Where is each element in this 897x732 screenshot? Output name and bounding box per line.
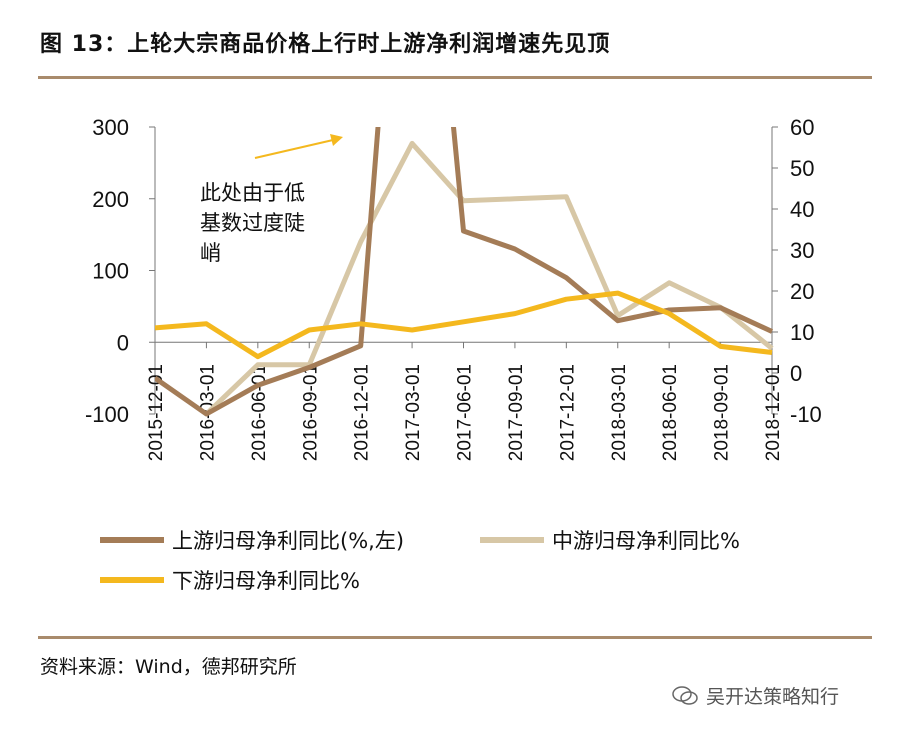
watermark-text: 吴开达策略知行 [706, 686, 840, 708]
line-chart: 3002001000-1006050403020100-102015-12-01… [85, 115, 822, 593]
left-tick-label: 100 [92, 259, 129, 284]
chart-title: 图 13：上轮大宗商品价格上行时上游净利润增速先见顶 [40, 32, 611, 57]
left-tick-label: 0 [117, 330, 129, 355]
legend-label-midstream: 中游归母净利同比% [552, 529, 740, 553]
x-tick-label: 2018-06-01 [660, 364, 681, 461]
legend: 上游归母净利同比(%,左) 中游归母净利同比% 下游归母净利同比% [100, 529, 740, 593]
top-divider [38, 76, 872, 79]
right-tick-label: 30 [790, 238, 814, 263]
wechat-icon [672, 685, 698, 705]
tick-labels: 3002001000-1006050403020100-102015-12-01… [85, 115, 822, 461]
right-tick-label: 0 [790, 361, 802, 386]
x-tick-label: 2016-12-01 [352, 364, 373, 461]
series-layer [155, 127, 774, 417]
series-line-upstream [155, 127, 774, 417]
annotation-line: 此处由于低 [200, 181, 305, 205]
series-line-midstream [204, 140, 774, 416]
annotation-line: 峭 [200, 241, 221, 265]
right-tick-label: 10 [790, 320, 814, 345]
left-tick-label: 300 [92, 115, 129, 140]
bottom-divider [38, 636, 872, 639]
right-tick-label: 60 [790, 115, 814, 140]
x-tick-label: 2018-03-01 [609, 364, 630, 461]
x-tick-label: 2017-09-01 [506, 364, 527, 461]
watermark: 吴开达策略知行 [672, 682, 839, 709]
right-tick-label: -10 [790, 402, 822, 427]
axes [149, 126, 778, 415]
legend-label-upstream: 上游归母净利同比(%,左) [172, 529, 404, 553]
annotation-line: 基数过度陡 [200, 211, 305, 235]
series-line-downstream [155, 290, 773, 360]
right-tick-label: 40 [790, 197, 814, 222]
left-tick-label: 200 [92, 187, 129, 212]
x-tick-label: 2017-12-01 [557, 364, 578, 461]
annotation-arrow [254, 134, 343, 159]
source-note: 资料来源：Wind，德邦研究所 [40, 656, 297, 678]
right-tick-label: 50 [790, 156, 814, 181]
x-tick-label: 2018-09-01 [712, 364, 733, 461]
x-tick-label: 2016-09-01 [300, 364, 321, 461]
x-tick-label: 2017-06-01 [455, 364, 476, 461]
legend-label-downstream: 下游归母净利同比% [172, 569, 360, 593]
x-tick-label: 2017-03-01 [403, 364, 424, 461]
left-tick-label: -100 [85, 402, 129, 427]
annotation-text: 此处由于低 基数过度陡 峭 [200, 178, 305, 268]
x-tick-label: 2015-12-01 [146, 364, 167, 461]
right-tick-label: 20 [790, 279, 814, 304]
x-tick-label: 2016-06-01 [249, 364, 270, 461]
x-tick-label: 2018-12-01 [763, 364, 784, 461]
